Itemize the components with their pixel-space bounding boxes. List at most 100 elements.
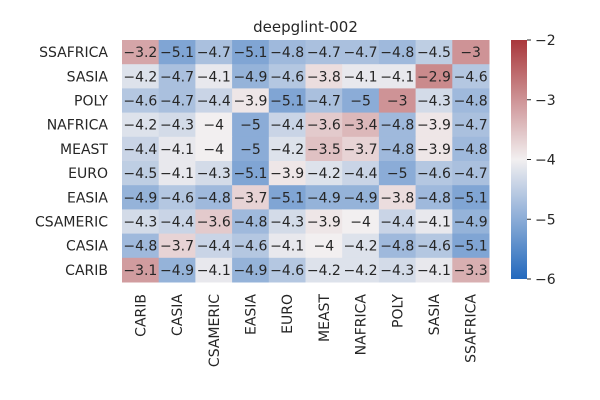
- cell-value-label: −4.6: [454, 69, 488, 85]
- cell-value-label: −5: [240, 118, 261, 134]
- cell-value-label: −4.4: [197, 94, 231, 110]
- row-tick-label: SASIA: [67, 69, 109, 85]
- cell-value-label: −3: [387, 94, 408, 110]
- colorbar: −2 −3 −4 −5 −6: [511, 33, 556, 288]
- heatmap-cell: [305, 257, 343, 283]
- cell-value-label: −4.9: [233, 263, 267, 279]
- row-tick-label: CARIB: [65, 263, 108, 279]
- heatmap-cell: [195, 40, 233, 65]
- cell-value-label: −4.7: [307, 94, 341, 110]
- cell-value-label: −5.1: [160, 45, 194, 61]
- cell-value-label: −4.9: [454, 215, 488, 231]
- heatmap-cell: [232, 136, 270, 162]
- cell-value-label: −4.1: [197, 69, 231, 85]
- heatmap-cell: [158, 136, 196, 162]
- cell-value-label: −3.7: [344, 142, 378, 158]
- cell-value-label: −4.8: [380, 239, 414, 255]
- column-tick-label: CSAMERIC: [207, 294, 223, 367]
- heatmap-cell: [268, 40, 306, 65]
- cell-value-label: −4.6: [160, 190, 194, 206]
- cell-value-label: −4.1: [417, 263, 451, 279]
- cell-value-label: −3.9: [417, 142, 451, 158]
- cell-value-label: −4.2: [307, 263, 341, 279]
- heatmap-cell: [415, 185, 453, 210]
- heatmap-cell: [158, 88, 196, 114]
- heatmap-cell: [415, 257, 453, 283]
- cell-value-label: −4.8: [380, 45, 414, 61]
- heatmap-cell: [378, 136, 417, 162]
- row-tick-label: NAFRICA: [47, 118, 109, 134]
- heatmap-cell: [415, 112, 453, 138]
- heatmap-cell: [452, 233, 490, 259]
- cell-value-label: −4.3: [160, 118, 194, 134]
- cell-value-label: −4.3: [380, 263, 414, 279]
- colorbar-tick-label: −2: [535, 33, 556, 49]
- heatmap-cell: [378, 233, 417, 259]
- heatmap-cell: [305, 40, 343, 65]
- cell-value-label: −4.7: [344, 45, 378, 61]
- cell-value-label: −3.1: [123, 263, 157, 279]
- cell-value-label: −2.9: [417, 69, 451, 85]
- cell-value-label: −4.8: [233, 215, 267, 231]
- cell-value-label: −4.4: [270, 118, 304, 134]
- row-tick-label: MEAST: [60, 142, 108, 158]
- cell-value-label: −4.8: [197, 190, 231, 206]
- cell-value-label: −4: [314, 239, 335, 255]
- heatmap-cell: [342, 233, 380, 259]
- column-tick-label: SASIA: [427, 294, 443, 336]
- heatmap-cell: [452, 88, 490, 114]
- heatmap-cell: [158, 233, 196, 259]
- heatmap-cell: [232, 40, 270, 65]
- cell-value-label: −4.8: [380, 118, 414, 134]
- cell-value-label: −5: [240, 142, 261, 158]
- cell-value-label: −5.1: [454, 190, 488, 206]
- cell-value-label: −4.9: [233, 69, 267, 85]
- cell-value-label: −4.8: [270, 45, 304, 61]
- cell-value-label: −4.7: [160, 94, 194, 110]
- heatmap-cell: [342, 64, 380, 89]
- cell-value-label: −3.8: [307, 69, 341, 85]
- heatmap-cell: [452, 161, 490, 186]
- cell-value-label: −4.3: [270, 215, 304, 231]
- cell-value-label: −3.9: [417, 118, 451, 134]
- heatmap-cell: [305, 233, 343, 259]
- column-tick-label: CARIB: [133, 294, 149, 337]
- heatmap-cell: [232, 112, 270, 138]
- cell-value-label: −4.7: [454, 166, 488, 182]
- heatmap-cell: [232, 185, 270, 210]
- heatmap-cell: [415, 40, 453, 65]
- column-tick-label: EASIA: [243, 294, 259, 335]
- heatmap-cell: [305, 88, 343, 114]
- heatmap-cell: [342, 88, 380, 114]
- cell-value-label: −4.9: [307, 190, 341, 206]
- chart-title: deepglint-002: [253, 18, 358, 36]
- heatmap-cell: [342, 185, 380, 210]
- heatmap-cell: [452, 136, 490, 162]
- cell-value-label: −3.9: [307, 215, 341, 231]
- heatmap-cell: [195, 88, 233, 114]
- heatmap-cell: [122, 257, 160, 283]
- cell-value-label: −4.7: [197, 45, 231, 61]
- cell-value-label: −5.1: [454, 239, 488, 255]
- heatmap-cell: [378, 112, 417, 138]
- heatmap-cell: [268, 136, 306, 162]
- heatmap-cell: [122, 112, 160, 138]
- cell-value-label: −3.9: [233, 94, 267, 110]
- heatmap-cell: [342, 40, 380, 65]
- cell-value-label: −4.3: [123, 215, 157, 231]
- heatmap-cell: [452, 64, 490, 89]
- heatmap-cell: [452, 209, 490, 235]
- heatmap-cell: [268, 209, 306, 235]
- row-tick-label: SSAFRICA: [39, 45, 108, 61]
- row-tick-label: EASIA: [67, 190, 108, 206]
- colorbar-tick-label: −3: [535, 93, 556, 109]
- column-tick-label: SSAFRICA: [464, 294, 480, 363]
- cell-value-label: −3.3: [454, 263, 488, 279]
- heatmap-cell: [158, 185, 196, 210]
- heatmap-cell: [378, 161, 417, 186]
- cell-value-label: −4.9: [123, 190, 157, 206]
- row-tick-label: POLY: [74, 94, 108, 110]
- heatmap-cell: [195, 64, 233, 89]
- heatmap-cell: [158, 257, 196, 283]
